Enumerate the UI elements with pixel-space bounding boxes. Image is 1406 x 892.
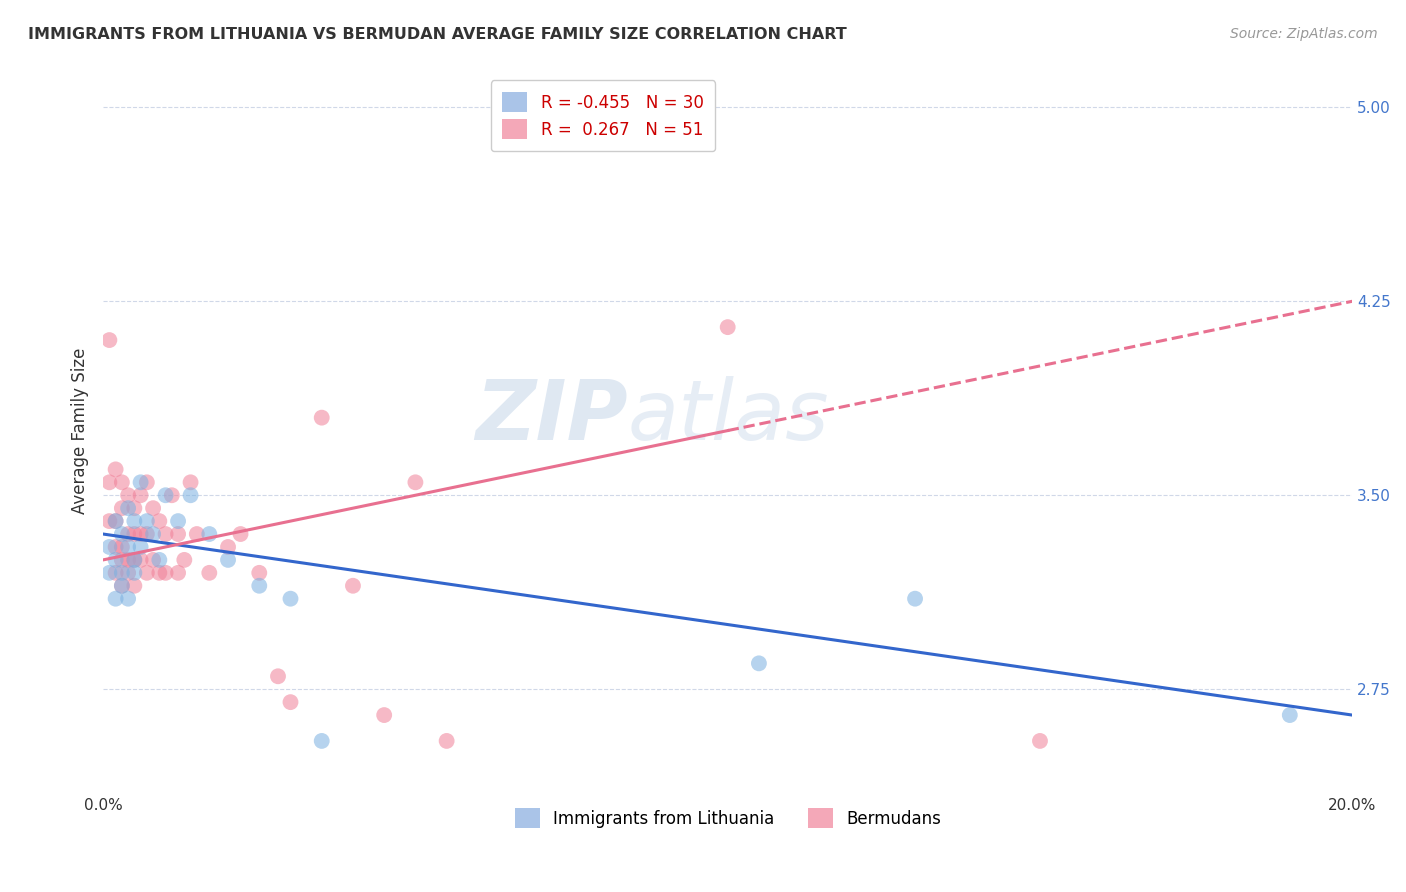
Bermudans — [229, 527, 252, 541]
Bermudans — [104, 514, 127, 528]
Immigrants from Lithuania — [129, 540, 152, 554]
Bermudans — [436, 734, 458, 748]
Bermudans — [186, 527, 208, 541]
Immigrants from Lithuania — [142, 527, 165, 541]
Bermudans — [247, 566, 270, 580]
Text: IMMIGRANTS FROM LITHUANIA VS BERMUDAN AVERAGE FAMILY SIZE CORRELATION CHART: IMMIGRANTS FROM LITHUANIA VS BERMUDAN AV… — [28, 27, 846, 42]
Immigrants from Lithuania — [124, 566, 146, 580]
Immigrants from Lithuania — [198, 527, 221, 541]
Immigrants from Lithuania — [904, 591, 927, 606]
Immigrants from Lithuania — [129, 475, 152, 490]
Bermudans — [117, 566, 139, 580]
Immigrants from Lithuania — [124, 514, 146, 528]
Bermudans — [198, 566, 221, 580]
Bermudans — [155, 566, 177, 580]
Immigrants from Lithuania — [217, 553, 239, 567]
Bermudans — [160, 488, 183, 502]
Bermudans — [117, 527, 139, 541]
Bermudans — [404, 475, 426, 490]
Bermudans — [167, 566, 190, 580]
Bermudans — [117, 553, 139, 567]
Bermudans — [342, 579, 364, 593]
Immigrants from Lithuania — [104, 514, 127, 528]
Immigrants from Lithuania — [167, 514, 190, 528]
Bermudans — [124, 579, 146, 593]
Immigrants from Lithuania — [1278, 708, 1301, 723]
Bermudans — [129, 488, 152, 502]
Immigrants from Lithuania — [98, 540, 121, 554]
Bermudans — [167, 527, 190, 541]
Bermudans — [98, 514, 121, 528]
Legend: Immigrants from Lithuania, Bermudans: Immigrants from Lithuania, Bermudans — [508, 801, 948, 835]
Bermudans — [142, 553, 165, 567]
Immigrants from Lithuania — [155, 488, 177, 502]
Immigrants from Lithuania — [117, 540, 139, 554]
Bermudans — [98, 333, 121, 347]
Bermudans — [124, 527, 146, 541]
Immigrants from Lithuania — [247, 579, 270, 593]
Bermudans — [124, 553, 146, 567]
Immigrants from Lithuania — [104, 553, 127, 567]
Immigrants from Lithuania — [180, 488, 202, 502]
Immigrants from Lithuania — [111, 527, 134, 541]
Immigrants from Lithuania — [748, 657, 770, 671]
Immigrants from Lithuania — [111, 579, 134, 593]
Immigrants from Lithuania — [124, 553, 146, 567]
Bermudans — [1029, 734, 1052, 748]
Bermudans — [129, 553, 152, 567]
Bermudans — [373, 708, 395, 723]
Bermudans — [111, 475, 134, 490]
Bermudans — [135, 475, 157, 490]
Bermudans — [129, 527, 152, 541]
Bermudans — [104, 462, 127, 476]
Text: Source: ZipAtlas.com: Source: ZipAtlas.com — [1230, 27, 1378, 41]
Bermudans — [117, 488, 139, 502]
Bermudans — [180, 475, 202, 490]
Bermudans — [111, 540, 134, 554]
Bermudans — [148, 566, 170, 580]
Bermudans — [98, 475, 121, 490]
Bermudans — [173, 553, 195, 567]
Bermudans — [104, 540, 127, 554]
Immigrants from Lithuania — [98, 566, 121, 580]
Bermudans — [124, 501, 146, 516]
Bermudans — [142, 501, 165, 516]
Immigrants from Lithuania — [280, 591, 302, 606]
Text: ZIP: ZIP — [475, 376, 627, 457]
Immigrants from Lithuania — [311, 734, 333, 748]
Bermudans — [155, 527, 177, 541]
Bermudans — [148, 514, 170, 528]
Bermudans — [267, 669, 290, 683]
Bermudans — [111, 553, 134, 567]
Text: atlas: atlas — [627, 376, 830, 457]
Bermudans — [717, 320, 740, 334]
Immigrants from Lithuania — [111, 566, 134, 580]
Immigrants from Lithuania — [135, 514, 157, 528]
Bermudans — [135, 527, 157, 541]
Immigrants from Lithuania — [104, 591, 127, 606]
Immigrants from Lithuania — [117, 591, 139, 606]
Bermudans — [104, 566, 127, 580]
Bermudans — [217, 540, 239, 554]
Bermudans — [111, 501, 134, 516]
Bermudans — [280, 695, 302, 709]
Y-axis label: Average Family Size: Average Family Size — [72, 347, 89, 514]
Bermudans — [135, 566, 157, 580]
Bermudans — [311, 410, 333, 425]
Bermudans — [111, 579, 134, 593]
Immigrants from Lithuania — [148, 553, 170, 567]
Immigrants from Lithuania — [117, 501, 139, 516]
